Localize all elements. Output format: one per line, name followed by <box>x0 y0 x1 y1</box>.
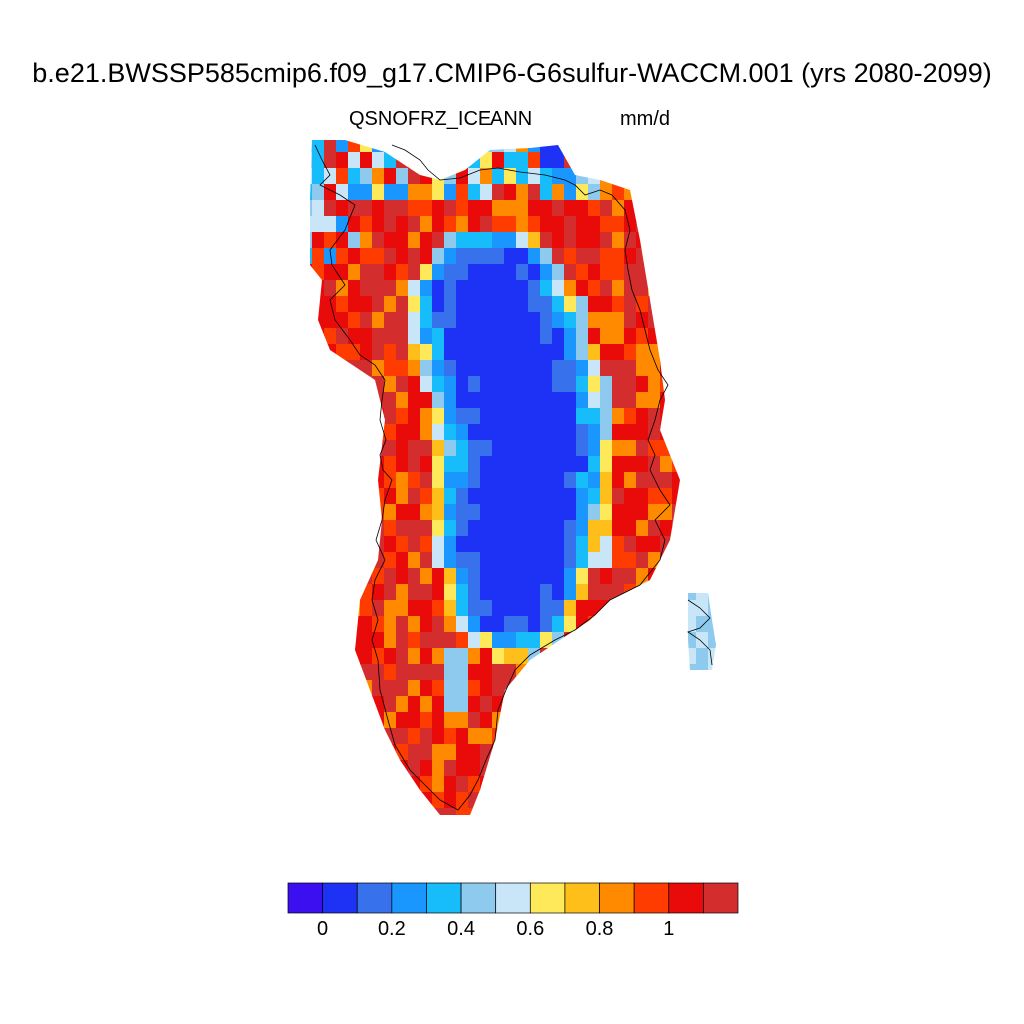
colorbar-box <box>426 882 462 914</box>
colorbar-box <box>356 882 393 914</box>
colorbar-box <box>564 882 600 914</box>
colorbar-tick-label: 0.2 <box>377 918 406 940</box>
colorbar-tick-label: 0 <box>317 918 329 940</box>
colorbar-tick-label: 0.4 <box>447 918 475 940</box>
colorbar-tick-label: 0.8 <box>585 918 614 940</box>
colorbar-box <box>495 882 531 914</box>
colorbar-box <box>391 882 427 914</box>
colorbar-box <box>529 882 566 914</box>
variable-label: QSNOFRZ_ICE <box>349 108 492 130</box>
colorbar-box <box>322 882 358 914</box>
colorbar <box>287 882 739 914</box>
season-label: ANN <box>490 108 533 130</box>
plot-title: b.e21.BWSSP585cmip6.f09_g17.CMIP6-G6sulf… <box>32 58 992 88</box>
colorbar-box <box>460 882 497 914</box>
ice-field <box>310 140 716 815</box>
colorbar-tick-label: 0.6 <box>516 918 545 940</box>
colorbar-box <box>668 882 704 914</box>
units-label: mm/d <box>620 108 670 130</box>
colorbar-box <box>287 882 323 914</box>
colorbar-tick-label: 1 <box>663 918 675 940</box>
colorbar-box <box>703 882 739 914</box>
coastline <box>314 144 713 811</box>
colorbar-box <box>633 882 670 914</box>
colorbar-box <box>599 882 635 914</box>
